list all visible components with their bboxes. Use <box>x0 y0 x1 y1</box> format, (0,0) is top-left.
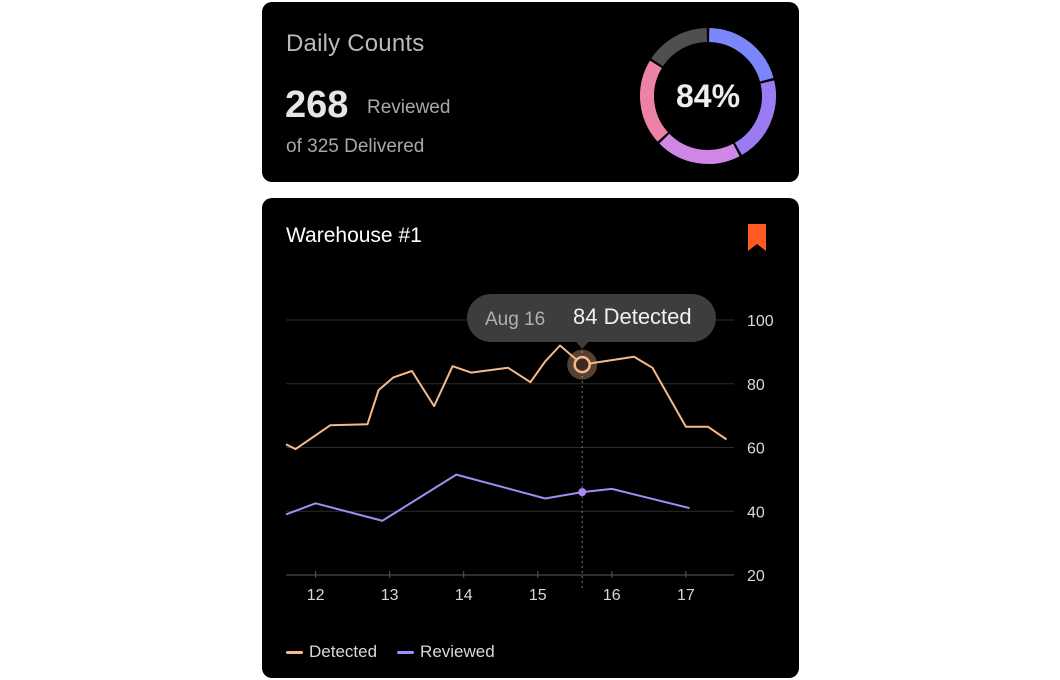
warehouse-title: Warehouse #1 <box>286 224 422 247</box>
y-tick-label: 80 <box>747 377 765 394</box>
bookmark-icon[interactable] <box>746 224 768 252</box>
legend-label-reviewed: Reviewed <box>420 642 495 661</box>
legend-swatch-detected <box>286 650 303 654</box>
x-tick-label: 12 <box>307 587 325 604</box>
chart-legend: Detected Reviewed <box>286 642 515 662</box>
highlight-point-detected[interactable] <box>573 355 591 374</box>
series-line-reviewed[interactable] <box>285 473 690 522</box>
tooltip-date: Aug 16 <box>485 309 545 330</box>
donut-segment <box>708 28 774 82</box>
legend-swatch-reviewed <box>397 650 415 654</box>
progress-donut <box>640 28 776 164</box>
donut-segment <box>659 133 740 164</box>
x-tick-label: 14 <box>455 587 473 604</box>
donut-remainder <box>651 28 708 67</box>
legend-item-detected[interactable]: Detected <box>286 642 377 662</box>
daily-counts-card: Daily Counts 268 Reviewed of 325 Deliver… <box>262 2 799 182</box>
x-tick-label: 16 <box>603 587 621 604</box>
summary-title: Daily Counts <box>286 30 425 57</box>
y-tick-label: 100 <box>747 313 774 330</box>
donut-segment <box>734 80 776 155</box>
legend-label-detected: Detected <box>309 642 378 661</box>
tooltip-value: 84 Detected <box>573 304 692 329</box>
warehouse-chart-card: Warehouse #1 20 40 60 80 100 12 13 14 15 16 17 Aug … <box>262 198 799 678</box>
reviewed-count: 268 <box>285 84 349 126</box>
reviewed-label: Reviewed <box>367 97 451 118</box>
delivered-label: of 325 Delivered <box>286 136 425 157</box>
tooltip-bubble <box>467 294 716 342</box>
y-tick-label: 20 <box>747 568 765 585</box>
highlight-point-reviewed[interactable] <box>578 488 587 497</box>
series-line-detected[interactable] <box>285 344 728 451</box>
x-tick-label: 15 <box>529 587 547 604</box>
x-tick-label: 17 <box>677 587 695 604</box>
line-chart: 20 40 60 80 100 12 13 14 15 16 17 Aug 16 84 Detected <box>285 294 774 604</box>
x-tick-label: 13 <box>381 587 399 604</box>
chart-tooltip: Aug 16 84 Detected <box>467 294 716 349</box>
donut-segment <box>640 60 669 142</box>
legend-item-reviewed[interactable]: Reviewed <box>397 642 495 662</box>
donut-percent: 84% <box>675 77 741 114</box>
y-tick-label: 60 <box>747 441 765 458</box>
tooltip-pointer <box>576 342 589 349</box>
y-tick-label: 40 <box>747 504 765 521</box>
